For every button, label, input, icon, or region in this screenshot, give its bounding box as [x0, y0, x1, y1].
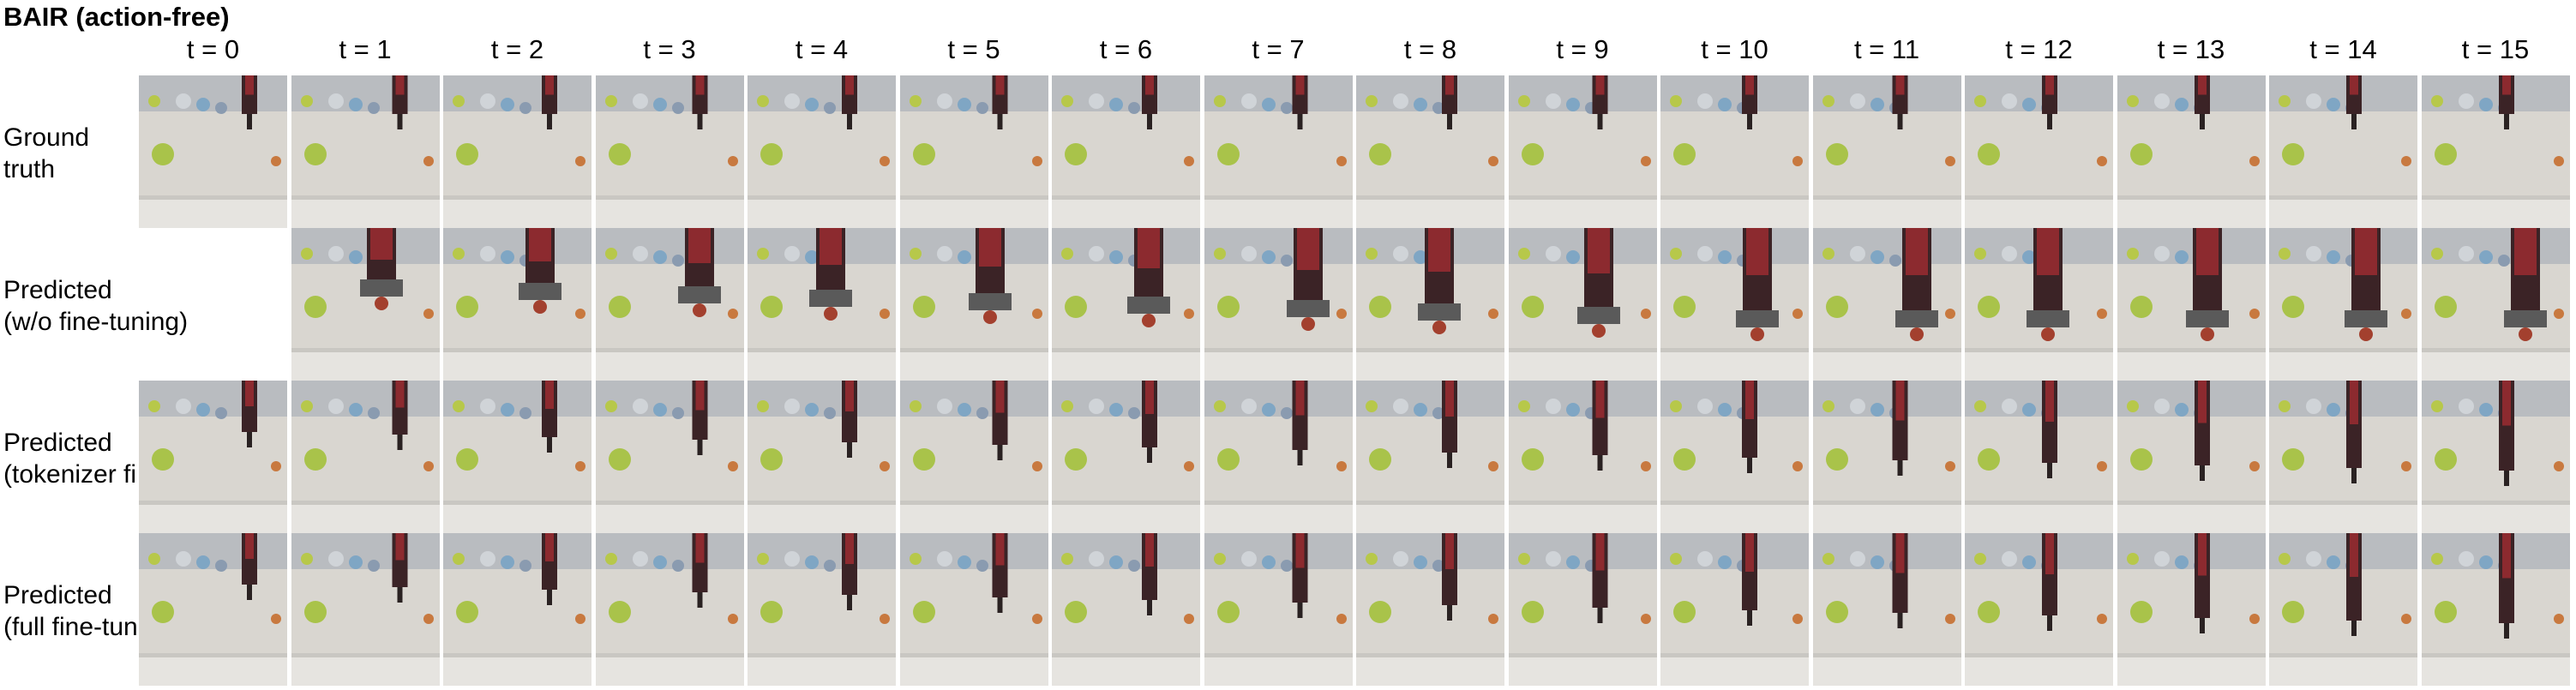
- time-label: t = 7: [1252, 34, 1305, 64]
- time-label: t = 14: [2309, 34, 2377, 64]
- video-frame: [1354, 381, 1504, 533]
- video-frame: [1659, 75, 1809, 228]
- video-frame: [1050, 533, 1200, 686]
- video-frame: [898, 228, 1048, 381]
- video-frame: [1202, 533, 1353, 686]
- time-label: t = 12: [2005, 34, 2073, 64]
- video-frame: [1354, 533, 1504, 686]
- video-frame: [2419, 228, 2570, 381]
- video-frame: [1963, 228, 2113, 381]
- frame-row: [0, 533, 2576, 686]
- video-frame: [2115, 381, 2266, 533]
- video-frame: [1354, 228, 1504, 381]
- video-frame: [1202, 381, 1353, 533]
- row-label-line: truth: [3, 155, 56, 183]
- row-label-line: Predicted: [3, 581, 112, 609]
- video-frame: [441, 381, 591, 533]
- video-frame: [441, 533, 591, 686]
- video-frame: [137, 75, 287, 228]
- time-label: t = 8: [1403, 34, 1457, 64]
- time-label: t = 6: [1099, 34, 1153, 64]
- video-frame: [1050, 228, 1200, 381]
- video-frame: [593, 75, 744, 228]
- time-label: t = 3: [643, 34, 696, 64]
- video-frame: [1050, 75, 1200, 228]
- video-frame: [137, 533, 287, 686]
- video-frame: [898, 75, 1048, 228]
- video-frame: [746, 381, 896, 533]
- video-frame: [289, 533, 440, 686]
- video-frame: [441, 228, 591, 381]
- video-frame: [1354, 75, 1504, 228]
- video-frame: [746, 75, 896, 228]
- row-label: Ground truth: [3, 122, 89, 185]
- time-label: t = 13: [2157, 34, 2225, 64]
- video-frame: [2267, 228, 2417, 381]
- video-frame: [898, 533, 1048, 686]
- video-frame: [1506, 381, 1657, 533]
- video-frame: [593, 533, 744, 686]
- video-frame: [289, 381, 440, 533]
- time-label: t = 2: [490, 34, 544, 64]
- row-label-line: Predicted: [3, 429, 112, 457]
- video-frame: [2419, 533, 2570, 686]
- video-frame: [746, 533, 896, 686]
- video-frame: [1810, 533, 1961, 686]
- video-frame: [1963, 75, 2113, 228]
- video-frame: [289, 75, 440, 228]
- video-frame: [1963, 381, 2113, 533]
- video-frame: [1963, 533, 2113, 686]
- video-frame: [2115, 228, 2266, 381]
- video-frame: [137, 381, 287, 533]
- video-frame: [289, 228, 440, 381]
- video-frame: [898, 381, 1048, 533]
- frame-row: [0, 228, 2576, 381]
- video-frame: [2419, 381, 2570, 533]
- time-label: t = 9: [1556, 34, 1609, 64]
- video-frame: [593, 381, 744, 533]
- video-frame: [1506, 75, 1657, 228]
- video-frame: [2115, 75, 2266, 228]
- video-frame: [1050, 381, 1200, 533]
- time-label: t = 15: [2461, 34, 2530, 64]
- time-header-row: t = 0 t = 1 t = 2 t = 3 t = 4 t = 5 t = 6 t = 7…: [137, 34, 2572, 74]
- video-frame: [1659, 381, 1809, 533]
- video-frame: [1202, 75, 1353, 228]
- video-frame: [1810, 228, 1961, 381]
- time-label: t = 4: [795, 34, 849, 64]
- figure-title: BAIR (action-free): [3, 2, 230, 32]
- video-frame: [441, 75, 591, 228]
- time-label: t = 11: [1853, 34, 1920, 64]
- video-frame: [2267, 381, 2417, 533]
- video-frame: [1506, 533, 1657, 686]
- row-label-line: Predicted: [3, 276, 112, 304]
- video-frame: [746, 228, 896, 381]
- video-frame: [1202, 228, 1353, 381]
- time-label: t = 1: [339, 34, 392, 64]
- frame-row: [0, 75, 2576, 228]
- video-frame: [593, 228, 744, 381]
- time-label: t = 10: [1701, 34, 1768, 64]
- row-label: Predicted (w/o fine-tuning): [3, 274, 188, 338]
- time-label: t = 5: [947, 34, 1000, 64]
- video-frame: [1506, 228, 1657, 381]
- video-frame: [1659, 228, 1809, 381]
- time-label: t = 0: [186, 34, 240, 64]
- video-frame: [2267, 75, 2417, 228]
- video-frame: [2267, 533, 2417, 686]
- video-frame: [1810, 75, 1961, 228]
- row-label-line: (w/o fine-tuning): [3, 308, 189, 336]
- video-frame: [1810, 381, 1961, 533]
- video-frame: [1659, 533, 1809, 686]
- video-frame: [2419, 75, 2570, 228]
- video-frame: [2115, 533, 2266, 686]
- row-label-line: Ground: [3, 123, 90, 152]
- frame-row: [0, 381, 2576, 533]
